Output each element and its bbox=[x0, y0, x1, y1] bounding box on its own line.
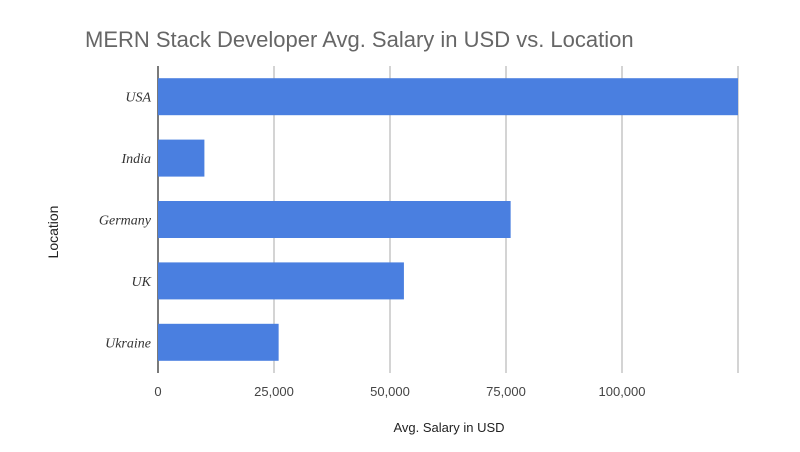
y-tick-label-india: India bbox=[120, 152, 151, 167]
y-tick-label-ukraine: Ukraine bbox=[105, 336, 151, 351]
x-tick-label-1: 25,000 bbox=[254, 384, 294, 399]
x-tick-label-4: 100,000 bbox=[599, 384, 646, 399]
bar-germany bbox=[158, 201, 511, 238]
y-tick-labels: USA India Germany UK Ukraine bbox=[99, 91, 152, 352]
bar-usa bbox=[158, 78, 738, 116]
y-axis-label: Location bbox=[45, 206, 61, 259]
x-tick-label-3: 75,000 bbox=[486, 384, 526, 399]
bars bbox=[158, 78, 738, 361]
bar-india bbox=[158, 139, 205, 177]
y-tick-label-germany: Germany bbox=[99, 214, 152, 229]
x-axis-label: Avg. Salary in USD bbox=[393, 420, 504, 435]
y-tick-label-uk: UK bbox=[132, 275, 152, 290]
x-tick-label-0: 0 bbox=[154, 384, 161, 399]
bar-ukraine bbox=[158, 323, 279, 361]
bar-uk bbox=[158, 262, 404, 300]
x-tick-label-2: 50,000 bbox=[370, 384, 410, 399]
x-tick-labels: 0 25,000 50,000 75,000 100,000 bbox=[154, 384, 645, 399]
y-tick-label-usa: USA bbox=[125, 91, 151, 106]
chart-title: MERN Stack Developer Avg. Salary in USD … bbox=[85, 27, 634, 52]
